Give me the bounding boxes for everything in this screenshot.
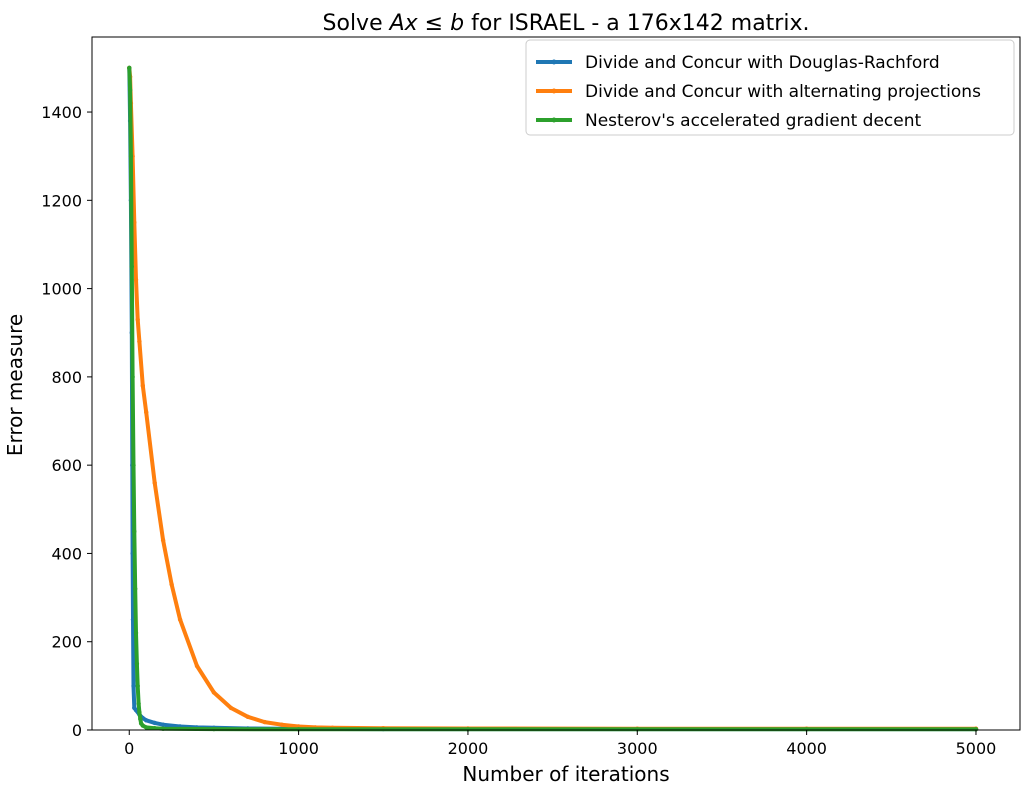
series-2-point xyxy=(169,582,174,587)
x-tick-label: 3000 xyxy=(617,739,658,758)
series-2-point xyxy=(152,480,157,485)
axes-frame xyxy=(91,36,1021,731)
series-3-point xyxy=(134,661,140,666)
title-prefix: Solve xyxy=(323,11,390,36)
x-tick-label: 4000 xyxy=(786,739,827,758)
series-2-point xyxy=(211,690,217,695)
series-3-point xyxy=(137,710,142,715)
series-2-point xyxy=(262,719,267,725)
series-2-point xyxy=(160,538,166,543)
y-tick-label: 800 xyxy=(51,368,82,387)
plot-area-border xyxy=(91,36,1021,731)
plot-lines xyxy=(127,65,979,732)
y-tick-label: 1400 xyxy=(41,103,82,122)
x-axis-ticks: 0 1000 2000 3000 4000 5000 xyxy=(124,730,996,758)
y-tick-label: 1200 xyxy=(41,191,82,210)
series-2-point xyxy=(245,714,250,719)
series-3-point xyxy=(140,723,145,728)
series-2-point xyxy=(279,722,284,727)
series-2-point xyxy=(133,277,139,282)
series-3-point xyxy=(128,154,134,159)
series-3-point xyxy=(144,725,149,730)
series-3-point xyxy=(133,630,139,636)
series-2-point xyxy=(135,317,140,322)
series-3-point xyxy=(138,716,143,722)
series-2-point xyxy=(140,383,145,388)
series-3-point xyxy=(211,726,217,732)
series-3-point xyxy=(152,726,157,731)
y-tick-label: 0 xyxy=(72,721,82,740)
series-3-point xyxy=(131,463,136,468)
y-tick-label: 400 xyxy=(51,544,82,563)
title-math-op: ≤ xyxy=(418,11,450,36)
title-math-b: b xyxy=(450,11,464,36)
y-tick-label: 600 xyxy=(51,456,82,475)
y-axis-label: Error measure xyxy=(3,314,27,456)
series-3-point xyxy=(133,586,138,591)
legend-marker-1 xyxy=(551,59,557,65)
x-tick-label: 1000 xyxy=(278,739,319,758)
legend: Divide and Concur with Douglas-Rachford D… xyxy=(525,39,1015,136)
title-suffix: for ISRAEL - a 176x142 matrix. xyxy=(464,11,809,36)
series-1-point xyxy=(160,722,166,727)
series-2-point xyxy=(194,663,200,669)
title-math-a: Ax xyxy=(388,11,419,36)
legend-marker-3 xyxy=(551,117,557,123)
y-tick-label: 200 xyxy=(51,633,82,652)
x-tick-label: 0 xyxy=(124,739,134,758)
series-2-point xyxy=(144,410,149,415)
series-3-point xyxy=(135,683,140,689)
legend-label-1: Divide and Concur with Douglas-Rachford xyxy=(585,53,940,73)
series-1-point xyxy=(144,718,149,723)
series-3-point xyxy=(129,264,134,269)
series-3-point xyxy=(136,701,141,706)
series-3-point xyxy=(127,65,132,71)
y-tick-label: 1000 xyxy=(41,280,82,299)
chart-title: Solve Ax ≤ b for ISRAEL - a 176x142 matr… xyxy=(323,11,810,36)
series-2-point xyxy=(137,339,142,344)
legend-label-3: Nesterov's accelerated gradient decent xyxy=(585,111,921,131)
legend-box xyxy=(525,39,1015,136)
series-1-point xyxy=(152,720,157,726)
series-2-point xyxy=(228,705,234,711)
series-1-point xyxy=(131,683,136,689)
x-tick-label: 5000 xyxy=(956,739,997,758)
x-axis-label: Number of iterations xyxy=(462,762,669,786)
series-3-point xyxy=(127,87,133,93)
series-3-point xyxy=(132,529,137,534)
legend-marker-2 xyxy=(551,88,557,94)
series-2-point xyxy=(177,617,183,622)
x-tick-label: 2000 xyxy=(448,739,489,758)
legend-label-2: Divide and Concur with alternating proje… xyxy=(585,82,981,102)
y-axis-ticks: 0 200 400 600 800 1000 1200 1400 xyxy=(41,103,92,740)
series-3-point xyxy=(130,374,135,380)
